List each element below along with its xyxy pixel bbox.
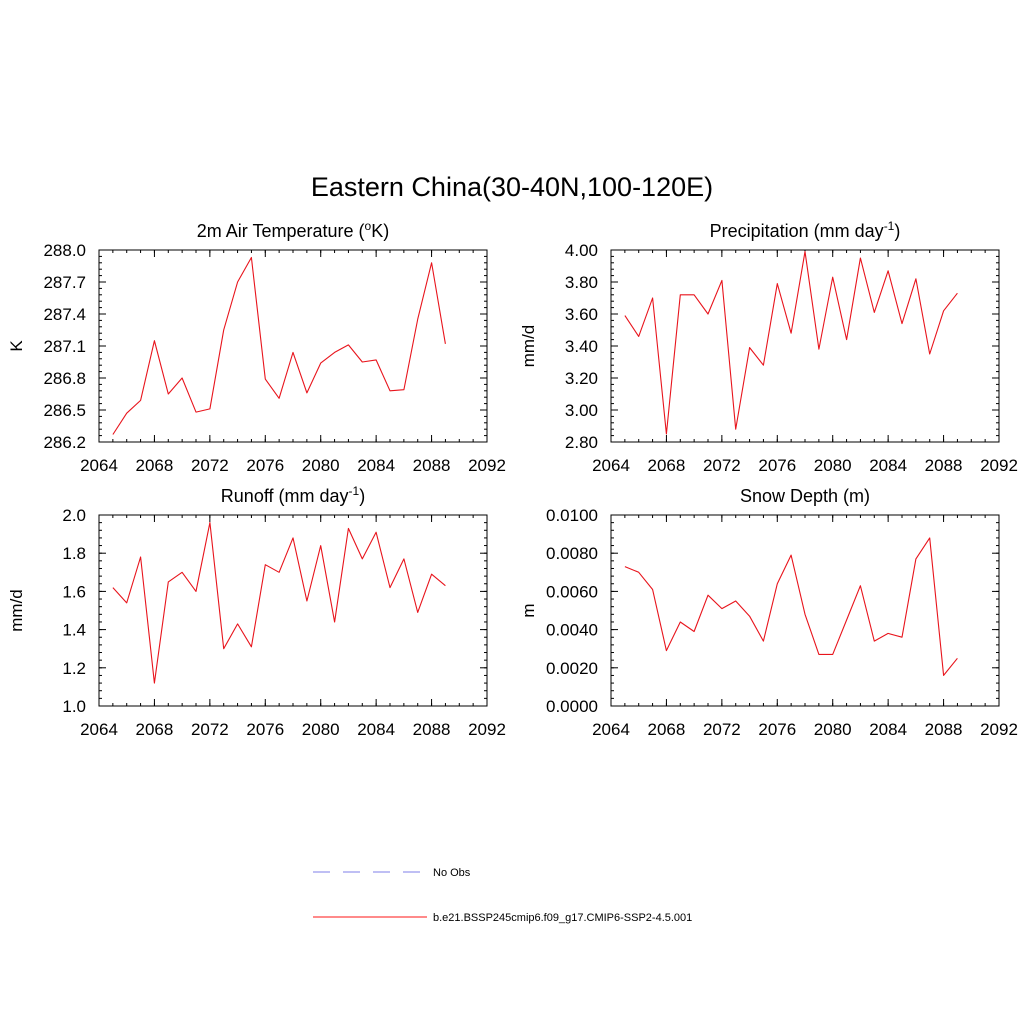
y-tick-label: 4.00 — [565, 241, 598, 260]
y-axis-label: mm/d — [7, 589, 26, 632]
y-tick-label: 0.0080 — [546, 544, 598, 563]
panel-title-main: Snow Depth (m) — [740, 486, 870, 506]
panel-title: Precipitation (mm day-1) — [710, 219, 901, 241]
y-tick-label: 287.1 — [43, 337, 86, 356]
x-tick-label: 2080 — [302, 720, 340, 739]
x-tick-label: 2092 — [468, 456, 506, 475]
x-tick-label: 2072 — [191, 456, 229, 475]
y-axis-label: K — [7, 340, 26, 352]
y-tick-label: 0.0100 — [546, 506, 598, 525]
x-tick-label: 2084 — [869, 720, 907, 739]
y-tick-label: 0.0060 — [546, 582, 598, 601]
series-line — [624, 537, 958, 676]
chart-runoff: 2064 2068 2072 2076 2080 2084 2088 2092 1.0 1.2 1.… — [7, 484, 506, 739]
series-line — [112, 256, 446, 435]
x-tick-label: 2068 — [136, 720, 174, 739]
x-tick-label: 2080 — [814, 456, 852, 475]
y-tick-label: 286.2 — [43, 433, 86, 452]
plot-frame — [610, 514, 1000, 707]
x-tick-label: 2068 — [648, 720, 686, 739]
y-tick-label: 1.6 — [62, 582, 86, 601]
x-tick-label: 2076 — [246, 720, 284, 739]
x-tick-label: 2092 — [980, 456, 1018, 475]
plot-frame — [98, 514, 488, 707]
legend-label: No Obs — [433, 867, 471, 879]
x-tick-label: 2076 — [758, 720, 796, 739]
panel-title-superscript: o — [365, 219, 372, 233]
y-tick-label: 3.80 — [565, 273, 598, 292]
x-tick-label: 2068 — [648, 456, 686, 475]
y-tick-label: 0.0020 — [546, 659, 598, 678]
y-tick-label: 2.80 — [565, 433, 598, 452]
panel-title-end: K) — [371, 221, 389, 241]
legend: No Obs b.e21.BSSP245cmip6.f09_g17.CMIP6-S… — [313, 867, 692, 924]
y-tick-label: 286.8 — [43, 369, 86, 388]
legend-label: b.e21.BSSP245cmip6.f09_g17.CMIP6-SSP2-4.… — [433, 912, 692, 924]
x-tick-label: 2064 — [592, 720, 630, 739]
x-tick-label: 2088 — [413, 456, 451, 475]
x-tick-label: 2080 — [302, 456, 340, 475]
y-tick-label: 287.4 — [43, 305, 86, 324]
series-line — [112, 522, 446, 684]
x-tick-label: 2092 — [468, 720, 506, 739]
panel-title-main: 2m Air Temperature ( — [197, 221, 365, 241]
chart-air-temperature: 2064 2068 2072 2076 2080 2084 2088 2092 286.2 286… — [7, 219, 506, 475]
panel-title-superscript: -1 — [349, 484, 360, 498]
y-tick-label: 0.0000 — [546, 697, 598, 716]
plot-frame — [98, 249, 488, 443]
x-tick-label: 2072 — [191, 720, 229, 739]
y-tick-label: 288.0 — [43, 241, 86, 260]
y-tick-label: 3.60 — [565, 305, 598, 324]
panel-title-superscript: -1 — [884, 219, 895, 233]
y-tick-label: 1.0 — [62, 697, 86, 716]
x-tick-label: 2076 — [758, 456, 796, 475]
x-tick-label: 2084 — [869, 456, 907, 475]
figure-title: Eastern China(30-40N,100-120E) — [311, 172, 713, 202]
panel-title-end: ) — [894, 221, 900, 241]
x-tick-label: 2088 — [925, 456, 963, 475]
y-tick-label: 3.20 — [565, 369, 598, 388]
x-tick-label: 2072 — [703, 720, 741, 739]
x-tick-label: 2088 — [413, 720, 451, 739]
y-tick-label: 3.00 — [565, 401, 598, 420]
chart-panels: 2064 2068 2072 2076 2080 2084 2088 2092 286.2 286… — [7, 219, 1018, 739]
panel-title: 2m Air Temperature (oK) — [197, 219, 389, 241]
chart-snow-depth: 2064 2068 2072 2076 2080 2084 2088 2092 0.0000 0.… — [519, 486, 1018, 739]
y-axis-label: m — [519, 603, 538, 617]
series-line — [624, 251, 958, 435]
x-tick-label: 2080 — [814, 720, 852, 739]
x-tick-label: 2064 — [80, 720, 118, 739]
y-tick-label: 287.7 — [43, 273, 86, 292]
x-tick-label: 2084 — [357, 456, 395, 475]
x-tick-label: 2084 — [357, 720, 395, 739]
chart-precipitation: 2064 2068 2072 2076 2080 2084 2088 2092 2.80 3.00… — [519, 219, 1018, 475]
panel-title: Snow Depth (m) — [740, 486, 870, 506]
x-tick-label: 2064 — [592, 456, 630, 475]
y-tick-label: 0.0040 — [546, 621, 598, 640]
plot-frame — [610, 249, 1000, 443]
y-tick-label: 1.8 — [62, 544, 86, 563]
x-tick-label: 2092 — [980, 720, 1018, 739]
x-tick-label: 2072 — [703, 456, 741, 475]
y-tick-label: 3.40 — [565, 337, 598, 356]
y-tick-label: 2.0 — [62, 506, 86, 525]
panel-title-main: Precipitation (mm day — [710, 221, 884, 241]
y-tick-label: 1.2 — [62, 659, 86, 678]
y-tick-label: 286.5 — [43, 401, 86, 420]
x-tick-label: 2088 — [925, 720, 963, 739]
panel-title: Runoff (mm day-1) — [221, 484, 365, 506]
x-tick-label: 2064 — [80, 456, 118, 475]
x-tick-label: 2068 — [136, 456, 174, 475]
panel-title-main: Runoff (mm day — [221, 486, 349, 506]
y-tick-label: 1.4 — [62, 621, 86, 640]
x-tick-label: 2076 — [246, 456, 284, 475]
panel-title-end: ) — [359, 486, 365, 506]
y-axis-label: mm/d — [519, 325, 538, 368]
